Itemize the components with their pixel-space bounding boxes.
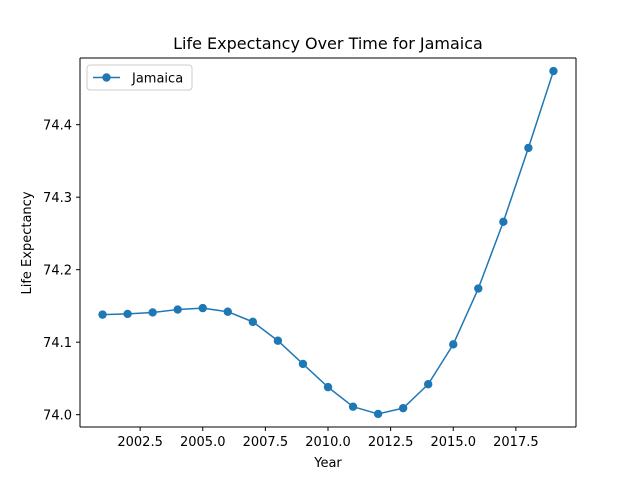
x-tick-label: 2002.5 (117, 435, 163, 450)
data-point (424, 380, 433, 389)
legend: Jamaica (86, 64, 193, 91)
legend-marker-swatch (102, 73, 111, 82)
data-point (248, 317, 258, 327)
data-point (123, 309, 132, 319)
data-point (223, 307, 232, 316)
data-point (549, 66, 558, 76)
x-tick-label: 2012.5 (368, 435, 414, 450)
y-tick-label: 74.0 (43, 409, 72, 424)
data-point (398, 403, 408, 413)
x-tick-label: 2005.0 (180, 435, 226, 450)
data-point (373, 409, 383, 419)
y-tick-label: 74.3 (43, 191, 72, 206)
y-tick-label: 74.2 (43, 264, 72, 279)
data-point (449, 340, 458, 349)
data-point (298, 359, 308, 369)
x-axis-label: Year (313, 456, 342, 471)
legend-label: Jamaica (131, 72, 183, 87)
data-point (499, 217, 508, 227)
legend-box (86, 64, 193, 91)
x-tick-label: 2010.0 (305, 435, 351, 450)
data-point (323, 382, 333, 392)
y-tick-label: 74.4 (43, 119, 72, 134)
y-axis-label: Life Expectancy (20, 191, 35, 294)
data-point (98, 310, 107, 319)
chart-title: Life Expectancy Over Time for Jamaica (173, 34, 483, 53)
data-point (524, 143, 533, 153)
data-point (273, 336, 283, 345)
data-point (198, 303, 207, 313)
x-tick-label: 2017.5 (493, 435, 539, 450)
x-tick-label: 2015.0 (431, 435, 477, 450)
data-point (173, 305, 182, 314)
data-point (348, 402, 358, 411)
data-point (474, 284, 483, 293)
data-point (148, 308, 157, 317)
x-tick-label: 2007.5 (243, 435, 289, 450)
y-tick-label: 74.1 (43, 336, 72, 351)
plot-area: 2002.5 2005.0 2007.5 2010.0 2012.5 2015.0 2017… (43, 57, 577, 450)
